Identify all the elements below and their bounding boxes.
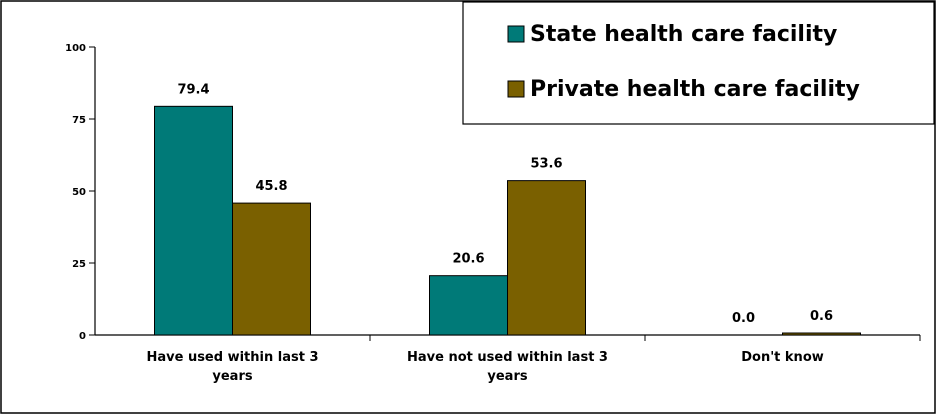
legend: State health care facility Private health… — [462, 1, 935, 125]
bar-value-label: 20.6 — [452, 252, 484, 267]
bar — [507, 180, 586, 336]
bar — [232, 202, 311, 336]
legend-label: State health care facility — [530, 22, 837, 47]
y-tick-label: 0 — [79, 331, 86, 342]
bar — [429, 275, 508, 336]
x-tick-label-line: years — [487, 369, 527, 384]
y-tick-label: 100 — [65, 43, 86, 54]
y-tick-label: 75 — [72, 115, 86, 126]
x-tick-label: Have not used within last 3 years — [407, 350, 608, 384]
data-labels: 79.4 45.8 20.6 53.6 0.0 0.6 — [177, 82, 833, 326]
bars — [154, 105, 861, 336]
legend-swatch — [507, 25, 525, 43]
legend-box — [462, 1, 935, 125]
bar-value-label: 53.6 — [530, 157, 562, 172]
bar — [154, 105, 233, 336]
x-tick-label: Have used within last 3 years — [146, 350, 318, 384]
y-tick-label: 50 — [72, 187, 86, 198]
bar-value-label: 0.0 — [732, 311, 755, 326]
x-tick-label-line: Have used within last 3 — [146, 350, 318, 365]
bar-value-label: 0.6 — [810, 309, 833, 324]
bar — [782, 332, 861, 336]
x-tick-label-line: Don't know — [741, 350, 824, 365]
legend-swatch — [507, 80, 525, 98]
x-tick-label: Don't know — [741, 350, 824, 365]
bar-value-label: 45.8 — [255, 179, 287, 194]
x-tick-label-line: years — [212, 369, 252, 384]
y-tick-label: 25 — [72, 259, 86, 270]
bar-value-label: 79.4 — [177, 82, 209, 97]
x-tick-label-line: Have not used within last 3 — [407, 350, 608, 365]
legend-label: Private health care facility — [530, 77, 860, 102]
